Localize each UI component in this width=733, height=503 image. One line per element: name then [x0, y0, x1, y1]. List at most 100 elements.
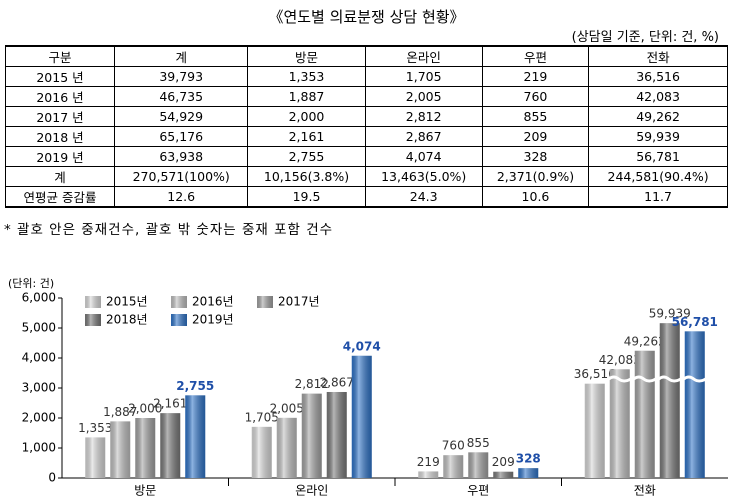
legend-label: 2016년	[192, 295, 234, 309]
data-label: 2,812	[295, 377, 329, 391]
table-cell: 855	[481, 106, 590, 127]
legend-shade	[257, 296, 273, 308]
table-row: 2017 년 54,929 2,000 2,812 855 49,262	[5, 106, 728, 127]
bar-shade	[634, 350, 655, 478]
y-tick-label: 5,000	[22, 321, 56, 335]
table-cell: 2019 년	[5, 146, 115, 167]
table-cell: 39,793	[113, 66, 249, 87]
axis-break	[582, 375, 607, 383]
bar-shade	[110, 421, 131, 478]
bar-shade	[85, 437, 106, 478]
data-label: 2,755	[176, 379, 214, 393]
unit-note: (상담일 기준, 단위: 건, %)	[571, 30, 719, 45]
data-label: 4,074	[343, 339, 381, 353]
table-cell: 2,867	[364, 126, 483, 147]
table-cell: 연평균 증감률	[5, 186, 115, 208]
legend-shade	[85, 314, 101, 326]
bar-shade	[351, 355, 372, 478]
footnote: * 괄호 안은 중재건수, 괄호 밖 숫자는 중재 포함 건수	[4, 222, 334, 238]
table-cell: 270,571(100%)	[113, 166, 249, 187]
legend-shade	[85, 296, 101, 308]
data-label: 2,867	[320, 375, 354, 389]
y-tick-label: 4,000	[22, 351, 56, 365]
data-label: 59,939	[649, 307, 691, 321]
table-cell: 49,262	[588, 106, 728, 127]
y-tick-label: 6,000	[22, 291, 56, 305]
bar-shade	[493, 471, 514, 478]
table-cell: 10.6	[481, 186, 590, 208]
table-cell: 244,581(90.4%)	[588, 166, 728, 187]
table: 구분 계 방문 온라인 우편 전화 2015 년 39,793 1,353 1,705 219 36,…	[5, 45, 728, 208]
table-cell: 2,371(0.9%)	[481, 166, 590, 187]
bar-shade	[135, 418, 156, 478]
table-cell: 24.3	[364, 186, 483, 208]
table-cell: 760	[481, 86, 590, 107]
legend-shade	[171, 296, 187, 308]
bar-shade	[276, 417, 297, 478]
data-label: 855	[467, 436, 490, 450]
data-label: 328	[516, 452, 541, 466]
data-label: 1,353	[78, 421, 112, 435]
table-cell: 63,938	[113, 146, 249, 167]
legend-label: 2019년	[192, 313, 234, 327]
bar-shade	[468, 452, 489, 478]
y-tick-label: 2,000	[22, 411, 56, 425]
bar-shade	[251, 426, 272, 478]
bar-shade	[609, 369, 630, 478]
table-cell: 11.7	[588, 186, 728, 208]
axis-break	[657, 375, 682, 383]
table-cell: 209	[481, 126, 590, 147]
table-cell: 19.5	[247, 186, 366, 208]
data-label: 2,005	[270, 401, 304, 415]
legend-label: 2017년	[278, 295, 320, 309]
table-row: 구분 계 방문 온라인 우편 전화	[5, 45, 728, 67]
data-label: 209	[492, 455, 515, 469]
bar-shade	[418, 471, 439, 478]
data-label: 2,161	[153, 397, 187, 411]
axis-break	[682, 375, 707, 383]
bar-shade	[326, 391, 347, 478]
x-tick-label: 온라인	[295, 484, 328, 498]
data-label: 49,262	[624, 334, 666, 348]
bar-shade	[659, 323, 680, 478]
legend-label: 2015년	[106, 295, 148, 309]
bar-shade	[518, 468, 539, 478]
table-cell: 54,929	[113, 106, 249, 127]
data-label: 56,781	[672, 315, 718, 329]
bar-shade	[584, 383, 605, 478]
table-cell: 2018 년	[5, 126, 115, 147]
bar-shade	[185, 395, 206, 478]
table-row: 2016 년 46,735 1,887 2,005 760 42,083	[5, 86, 728, 107]
unit-label: (단위: 건)	[8, 277, 54, 290]
table-row: 연평균 증감률 12.6 19.5 24.3 10.6 11.7	[5, 186, 728, 208]
data-label: 760	[442, 439, 465, 453]
axis-break	[607, 375, 632, 383]
title: 《연도별 의료분쟁 상담 현황》	[268, 8, 465, 26]
table-cell: 12.6	[113, 186, 249, 208]
x-tick-label: 전화	[634, 484, 656, 498]
legend-label: 2018년	[106, 313, 148, 327]
data-label: 36,516	[574, 367, 616, 381]
table-cell: 56,781	[588, 146, 728, 167]
data-label: 42,083	[599, 353, 641, 367]
y-tick-label: 1,000	[22, 441, 56, 455]
table-row: 계 270,571(100%) 10,156(3.8%) 13,463(5.0%) 2,…	[5, 166, 728, 187]
data-label: 219	[417, 455, 440, 469]
bar-shade	[160, 413, 181, 478]
x-tick-label: 방문	[134, 484, 156, 498]
data-label: 2,000	[128, 402, 162, 416]
table-cell: 13,463(5.0%)	[364, 166, 483, 187]
table-cell: 10,156(3.8%)	[247, 166, 366, 187]
table-cell: 4,074	[364, 146, 483, 167]
y-tick-label: 3,000	[22, 381, 56, 395]
data-label: 1,705	[245, 410, 279, 424]
axis-break	[632, 375, 657, 383]
x-tick-label: 우편	[467, 484, 489, 498]
bar-shade	[684, 331, 705, 478]
table-cell: 2,161	[247, 126, 366, 147]
legend-shade	[171, 314, 187, 326]
data-label: 1,887	[103, 405, 137, 419]
table-cell: 59,939	[588, 126, 728, 147]
